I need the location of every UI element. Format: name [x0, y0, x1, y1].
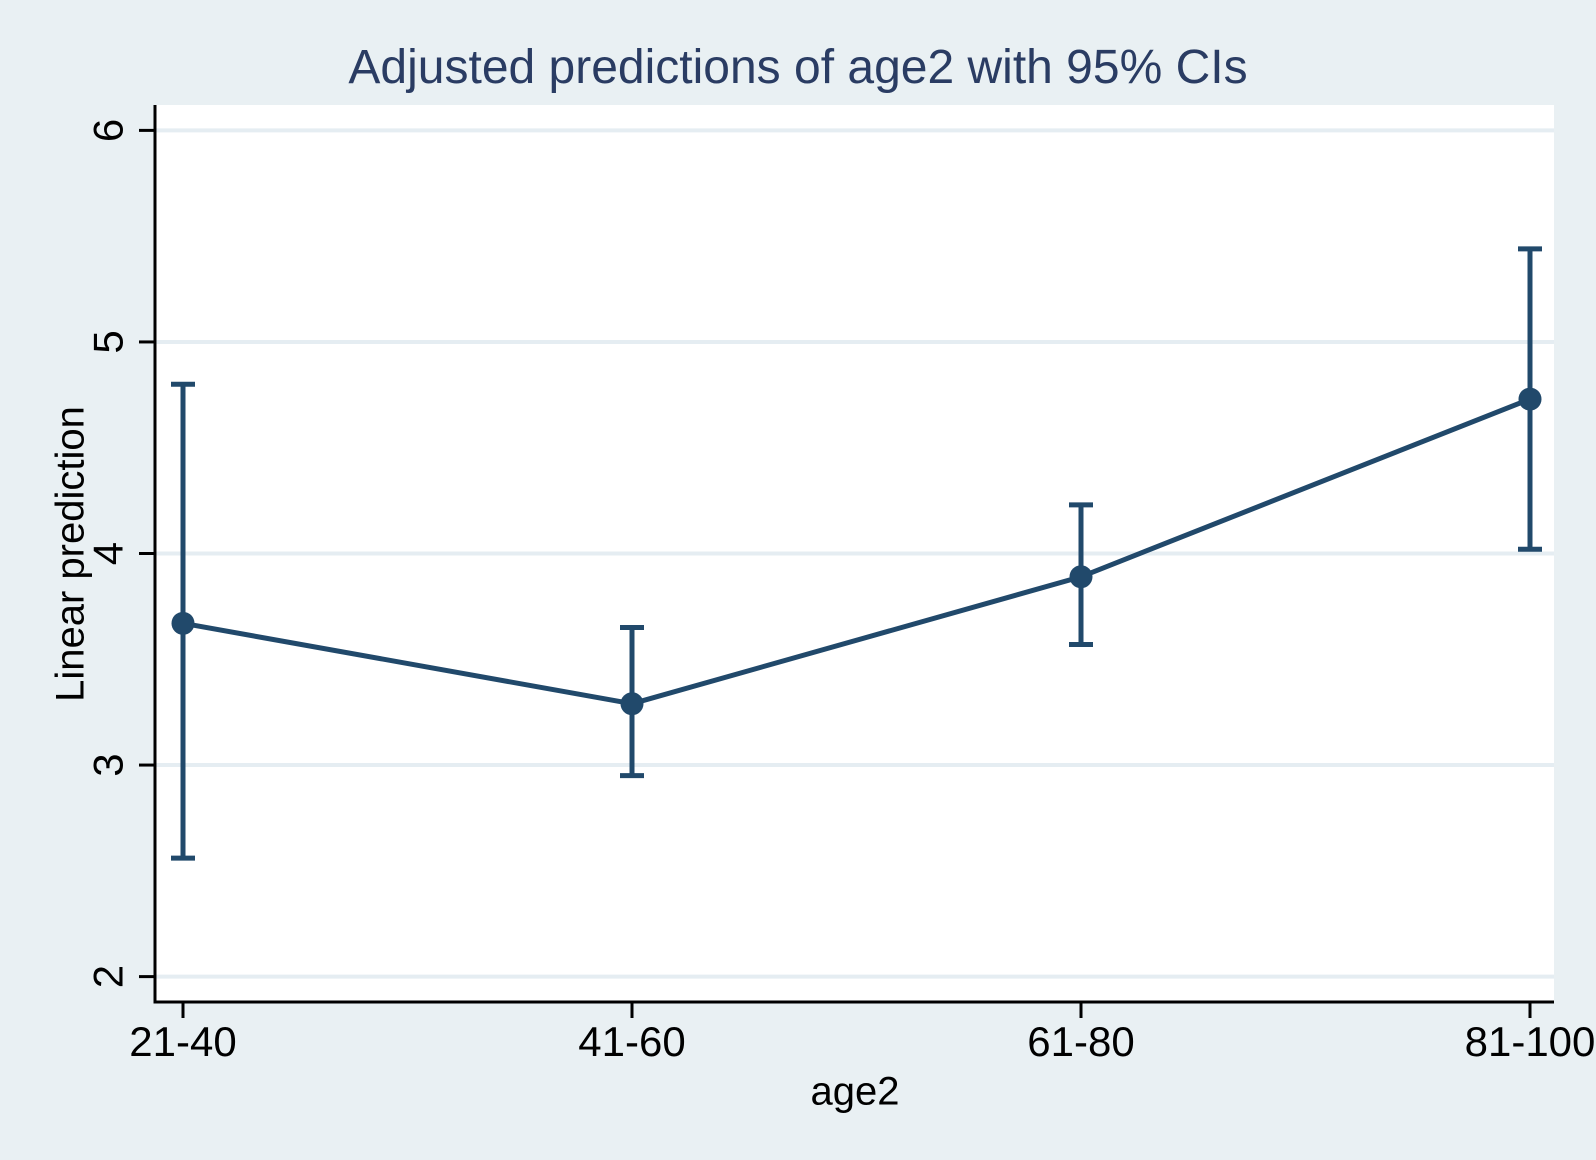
- x-tick-label-41-60: 41-60: [578, 1018, 685, 1065]
- data-point-marker-41-60: [620, 692, 644, 716]
- series-line: [182, 396, 1531, 707]
- x-tick-label-61-80: 61-80: [1027, 1018, 1134, 1065]
- y-tick-label-4: 4: [85, 542, 132, 565]
- data-point-marker-81-100: [1518, 387, 1542, 411]
- x-tick-label-81-100: 81-100: [1465, 1018, 1596, 1065]
- y-tick-label-6: 6: [85, 119, 132, 142]
- y-axis-title: Linear prediction: [48, 406, 93, 702]
- y-tick-label-5: 5: [85, 330, 132, 353]
- x-tick-label-21-40: 21-40: [129, 1018, 236, 1065]
- chart-title: Adjusted predictions of age2 with 95% CI…: [348, 41, 1248, 94]
- data-point-marker-61-80: [1069, 565, 1093, 589]
- data-point-marker-21-40: [171, 611, 195, 635]
- y-tick-label-3: 3: [85, 753, 132, 776]
- y-tick-label-2: 2: [85, 965, 132, 988]
- x-axis-title: age2: [810, 1069, 900, 1114]
